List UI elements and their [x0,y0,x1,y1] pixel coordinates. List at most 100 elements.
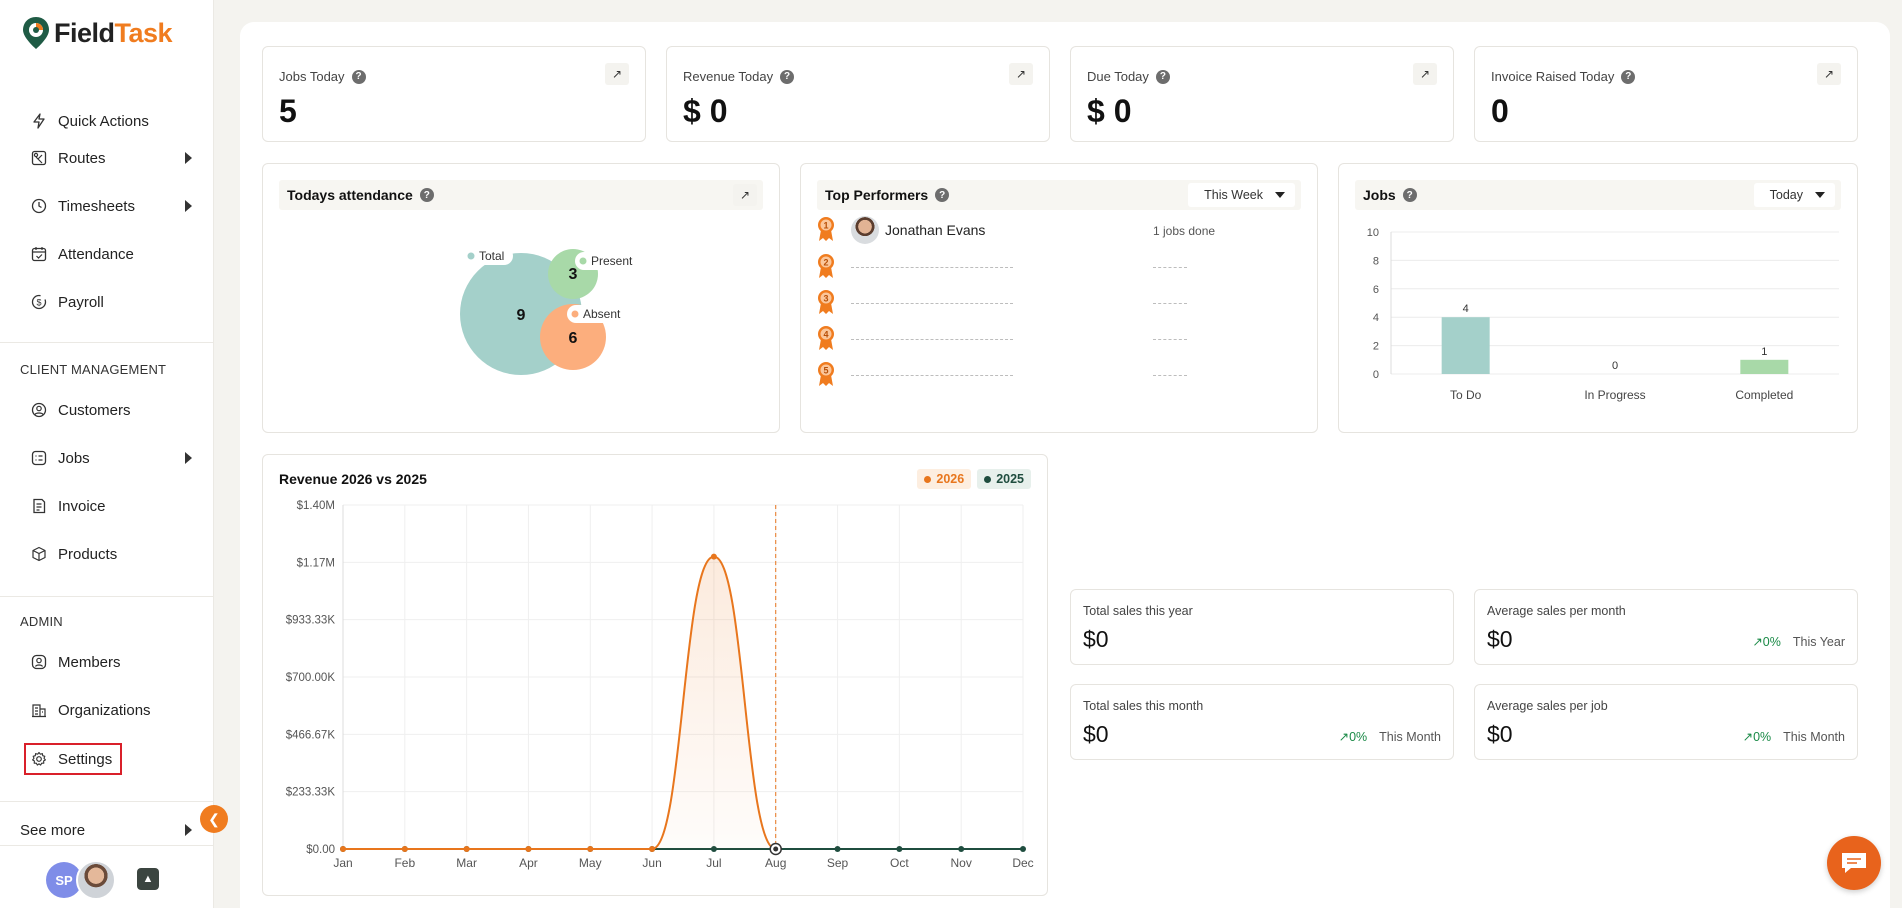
data-point-2025 [958,846,965,852]
arrow-up-right-icon: ↗ [739,188,751,202]
jobs-bar-chart: 0 2 4 6 8 10 4 To Do 0 In Progress 1 Completed [1367,227,1839,402]
revenue-line-chart: $0.00 $233.33K $466.67K $700.00K $933.33K $1.… [286,500,1034,870]
data-point-2025 [896,846,903,852]
stat-value: $0 [1083,626,1109,652]
sidebar-item-label: Payroll [58,293,104,311]
y-tick-label: $466.67K [286,729,336,741]
stat-change: ↗0% This Month [1338,729,1441,745]
y-tick-label: $933.33K [286,615,336,627]
settings-highlight [24,743,122,775]
sidebar-item-jobs[interactable]: Jobs [30,443,192,473]
panel-header: Todays attendance ? ↗ [279,180,763,210]
bar-value-label: 0 [1612,360,1618,372]
sidebar-divider [0,801,214,802]
kpi-card-due-today: Due Today? $ 0 ↗ [1070,46,1454,142]
placeholder-dash [1153,375,1187,376]
x-tick-label: Dec [1012,856,1033,870]
absent-value: 6 [569,330,578,347]
collapse-sidebar-button[interactable]: ❮ [200,805,228,833]
stat-label: Total sales this year [1083,604,1193,618]
sidebar-item-members[interactable]: Members [30,647,192,677]
sidebar-item-quick-actions[interactable]: Quick Actions [30,106,192,136]
rank-number: 2 [823,258,828,268]
sidebar-item-settings[interactable]: Settings [30,744,192,774]
stat-card-avg-sales-job: Average sales per job $0 ↗0% This Month [1474,684,1858,760]
expand-up-button[interactable]: ▲ [137,868,159,890]
calendar-check-icon [30,245,48,263]
sidebar-item-payroll[interactable]: $ Payroll [30,287,192,317]
data-point-2026 [340,846,346,852]
legend-item-2026[interactable]: 2026 [917,469,972,489]
performers-period-select[interactable]: This Week [1188,183,1295,207]
x-tick-label: Jul [706,856,721,870]
legend-item-2025[interactable]: 2025 [977,469,1031,489]
sidebar-item-products[interactable]: Products [30,539,192,569]
x-tick-label: Oct [890,856,909,870]
app-logo[interactable]: FieldTask [22,16,173,50]
building-icon [30,701,48,719]
x-tick-label: Nov [951,856,972,870]
see-more-button[interactable]: See more [20,815,192,845]
chevron-right-icon [185,452,192,464]
stat-label: Average sales per month [1487,604,1626,618]
performer-jobs-count: 1 jobs done [1153,224,1216,238]
total-value: 9 [517,307,526,324]
medal-icon: 1 [818,217,834,241]
sidebar-divider [0,596,214,597]
total-label: Total [479,249,504,263]
legend-dot [924,475,932,483]
sidebar-item-organizations[interactable]: Organizations [30,695,192,725]
y-tick-label: 2 [1373,341,1379,353]
jobs-icon [30,449,48,467]
jobs-panel: Jobs ? Today 0 2 4 6 8 10 4 To Do 0 In Progress 1 C… [1338,163,1858,433]
help-icon[interactable]: ? [419,188,434,202]
kpi-label: Due Today? [1087,69,1170,84]
arrow-up-right-icon: ↗ [1419,67,1431,81]
stat-value: $0 [1487,721,1513,747]
help-icon[interactable]: ? [780,69,795,84]
sidebar-item-label: Invoice [58,497,106,515]
sidebar-item-attendance[interactable]: Attendance [30,239,192,269]
placeholder-dash [1153,303,1187,304]
open-external-button[interactable]: ↗ [605,63,629,85]
kpi-value: $ 0 [1087,93,1132,129]
present-label: Present [591,254,633,268]
sidebar-item-routes[interactable]: Routes [30,143,192,173]
help-icon[interactable]: ? [351,69,366,84]
y-tick-label: $1.40M [297,500,335,512]
gear-icon [30,750,48,768]
data-point-2026-active-center [773,846,779,852]
help-icon[interactable]: ? [935,188,950,202]
dollar-cycle-icon: $ [30,293,48,311]
help-icon[interactable]: ? [1621,69,1636,84]
panel-title: Todays attendance [287,187,413,203]
sidebar-item-customers[interactable]: Customers [30,395,192,425]
series-area-2026 [343,556,776,849]
data-point-2025 [834,846,841,852]
open-external-button[interactable]: ↗ [1413,63,1437,85]
panel-title: Revenue 2026 vs 2025 [279,471,427,487]
help-icon[interactable]: ? [1402,188,1417,202]
open-external-button[interactable]: ↗ [1009,63,1033,85]
chat-support-button[interactable] [1827,836,1881,890]
placeholder-dash [851,267,1013,268]
data-point-2026 [587,846,594,852]
performer-row[interactable]: 1 Jonathan Evans 1 jobs done [817,216,1277,246]
open-external-button[interactable]: ↗ [1817,63,1841,85]
sidebar-item-label: Organizations [58,701,151,719]
rank-number: 5 [823,366,828,376]
open-external-button[interactable]: ↗ [733,184,757,206]
clock-icon [30,197,48,215]
bar-to-do [1441,317,1490,374]
sidebar-item-invoice[interactable]: Invoice [30,491,192,521]
jobs-period-select[interactable]: Today [1753,183,1835,207]
y-tick-label: 4 [1373,312,1379,324]
performer-avatar [851,216,879,244]
help-icon[interactable]: ? [1155,69,1170,84]
bar-completed [1740,359,1789,374]
stat-label: Average sales per job [1487,699,1608,713]
y-tick-label: 0 [1373,369,1379,381]
absent-legend-dot [571,310,579,318]
user-avatar-photo[interactable] [76,860,116,900]
sidebar-item-timesheets[interactable]: Timesheets [30,191,192,221]
